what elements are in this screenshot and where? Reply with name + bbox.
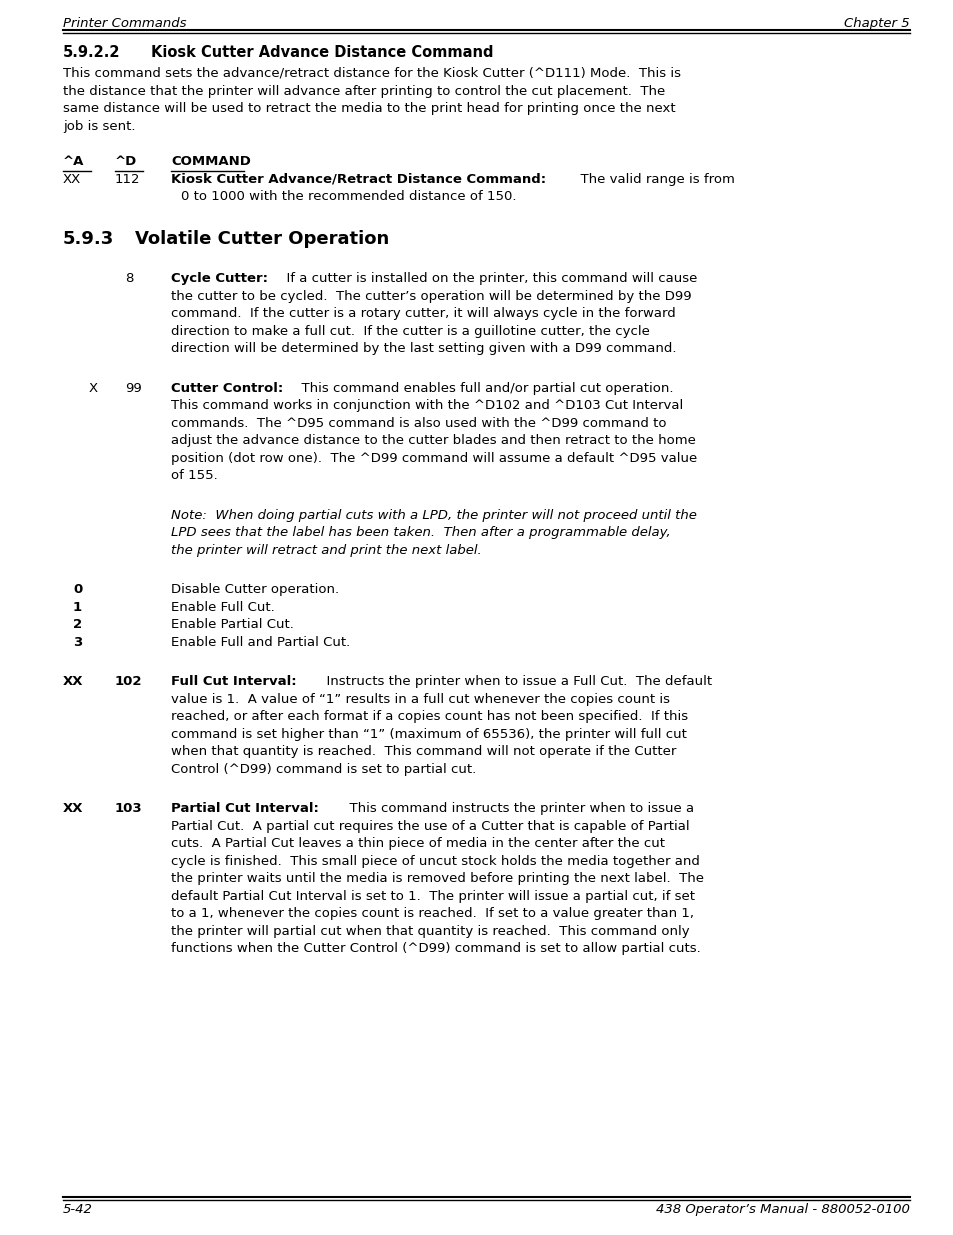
- Text: This command sets the advance/retract distance for the Kiosk Cutter (^D111) Mode: This command sets the advance/retract di…: [63, 67, 680, 80]
- Text: 99: 99: [125, 382, 142, 394]
- Text: Cycle Cutter:: Cycle Cutter:: [171, 272, 268, 285]
- Text: Full Cut Interval:: Full Cut Interval:: [171, 676, 296, 688]
- Text: If a cutter is installed on the printer, this command will cause: If a cutter is installed on the printer,…: [277, 272, 697, 285]
- Text: Kiosk Cutter Advance Distance Command: Kiosk Cutter Advance Distance Command: [151, 44, 493, 61]
- Text: Partial Cut.  A partial cut requires the use of a Cutter that is capable of Part: Partial Cut. A partial cut requires the …: [171, 820, 689, 832]
- Text: 5.9.3: 5.9.3: [63, 230, 114, 248]
- Text: the printer will partial cut when that quantity is reached.  This command only: the printer will partial cut when that q…: [171, 925, 689, 937]
- Text: the distance that the printer will advance after printing to control the cut pla: the distance that the printer will advan…: [63, 84, 664, 98]
- Text: Chapter 5: Chapter 5: [843, 17, 909, 30]
- Text: Kiosk Cutter Advance/Retract Distance Command:: Kiosk Cutter Advance/Retract Distance Co…: [171, 173, 545, 185]
- Text: the printer will retract and print the next label.: the printer will retract and print the n…: [171, 543, 481, 557]
- Text: 5.9.2.2: 5.9.2.2: [63, 44, 120, 61]
- Text: the cutter to be cycled.  The cutter’s operation will be determined by the D99: the cutter to be cycled. The cutter’s op…: [171, 289, 691, 303]
- Text: 438 Operator’s Manual - 880052-0100: 438 Operator’s Manual - 880052-0100: [656, 1203, 909, 1216]
- Text: functions when the Cutter Control (^D99) command is set to allow partial cuts.: functions when the Cutter Control (^D99)…: [171, 942, 700, 955]
- Text: XX: XX: [63, 676, 84, 688]
- Text: to a 1, whenever the copies count is reached.  If set to a value greater than 1,: to a 1, whenever the copies count is rea…: [171, 906, 693, 920]
- Text: direction will be determined by the last setting given with a D99 command.: direction will be determined by the last…: [171, 342, 676, 354]
- Text: 1: 1: [73, 600, 82, 614]
- Text: This command works in conjunction with the ^D102 and ^D103 Cut Interval: This command works in conjunction with t…: [171, 399, 682, 412]
- Text: 3: 3: [73, 636, 82, 648]
- Text: command is set higher than “1” (maximum of 65536), the printer will full cut: command is set higher than “1” (maximum …: [171, 727, 686, 741]
- Text: 2: 2: [73, 618, 82, 631]
- Text: job is sent.: job is sent.: [63, 120, 135, 132]
- Text: ^A: ^A: [63, 156, 84, 168]
- Text: Cutter Control:: Cutter Control:: [171, 382, 283, 394]
- Text: cycle is finished.  This small piece of uncut stock holds the media together and: cycle is finished. This small piece of u…: [171, 855, 700, 867]
- Text: ^D: ^D: [115, 156, 137, 168]
- Text: XX: XX: [63, 173, 81, 185]
- Text: same distance will be used to retract the media to the print head for printing o: same distance will be used to retract th…: [63, 103, 675, 115]
- Text: This command instructs the printer when to issue a: This command instructs the printer when …: [340, 802, 694, 815]
- Text: The valid range is from: The valid range is from: [572, 173, 734, 185]
- Text: X: X: [89, 382, 98, 394]
- Text: Enable Partial Cut.: Enable Partial Cut.: [171, 618, 294, 631]
- Text: Control (^D99) command is set to partial cut.: Control (^D99) command is set to partial…: [171, 762, 476, 776]
- Text: XX: XX: [63, 802, 84, 815]
- Text: when that quantity is reached.  This command will not operate if the Cutter: when that quantity is reached. This comm…: [171, 745, 676, 758]
- Text: Volatile Cutter Operation: Volatile Cutter Operation: [135, 230, 389, 248]
- Text: Partial Cut Interval:: Partial Cut Interval:: [171, 802, 318, 815]
- Text: 102: 102: [115, 676, 142, 688]
- Text: 0: 0: [73, 583, 82, 597]
- Text: 0 to 1000 with the recommended distance of 150.: 0 to 1000 with the recommended distance …: [181, 190, 516, 203]
- Text: 112: 112: [115, 173, 140, 185]
- Text: of 155.: of 155.: [171, 469, 217, 482]
- Text: 8: 8: [125, 272, 133, 285]
- Text: direction to make a full cut.  If the cutter is a guillotine cutter, the cycle: direction to make a full cut. If the cut…: [171, 325, 649, 337]
- Text: 103: 103: [115, 802, 143, 815]
- Text: Disable Cutter operation.: Disable Cutter operation.: [171, 583, 338, 597]
- Text: 5-42: 5-42: [63, 1203, 92, 1216]
- Text: command.  If the cutter is a rotary cutter, it will always cycle in the forward: command. If the cutter is a rotary cutte…: [171, 308, 675, 320]
- Text: reached, or after each format if a copies count has not been specified.  If this: reached, or after each format if a copie…: [171, 710, 687, 722]
- Text: the printer waits until the media is removed before printing the next label.  Th: the printer waits until the media is rem…: [171, 872, 703, 885]
- Text: default Partial Cut Interval is set to 1.  The printer will issue a partial cut,: default Partial Cut Interval is set to 1…: [171, 889, 695, 903]
- Text: adjust the advance distance to the cutter blades and then retract to the home: adjust the advance distance to the cutte…: [171, 433, 695, 447]
- Text: This command enables full and/or partial cut operation.: This command enables full and/or partial…: [293, 382, 673, 394]
- Text: commands.  The ^D95 command is also used with the ^D99 command to: commands. The ^D95 command is also used …: [171, 416, 666, 430]
- Text: cuts.  A Partial Cut leaves a thin piece of media in the center after the cut: cuts. A Partial Cut leaves a thin piece …: [171, 837, 664, 850]
- Text: Enable Full and Partial Cut.: Enable Full and Partial Cut.: [171, 636, 350, 648]
- Text: LPD sees that the label has been taken.  Then after a programmable delay,: LPD sees that the label has been taken. …: [171, 526, 670, 538]
- Text: Note:  When doing partial cuts with a LPD, the printer will not proceed until th: Note: When doing partial cuts with a LPD…: [171, 509, 696, 521]
- Text: COMMAND: COMMAND: [171, 156, 251, 168]
- Text: position (dot row one).  The ^D99 command will assume a default ^D95 value: position (dot row one). The ^D99 command…: [171, 452, 697, 464]
- Text: Printer Commands: Printer Commands: [63, 17, 186, 30]
- Text: Enable Full Cut.: Enable Full Cut.: [171, 600, 274, 614]
- Text: Instructs the printer when to issue a Full Cut.  The default: Instructs the printer when to issue a Fu…: [317, 676, 711, 688]
- Text: value is 1.  A value of “1” results in a full cut whenever the copies count is: value is 1. A value of “1” results in a …: [171, 693, 669, 705]
